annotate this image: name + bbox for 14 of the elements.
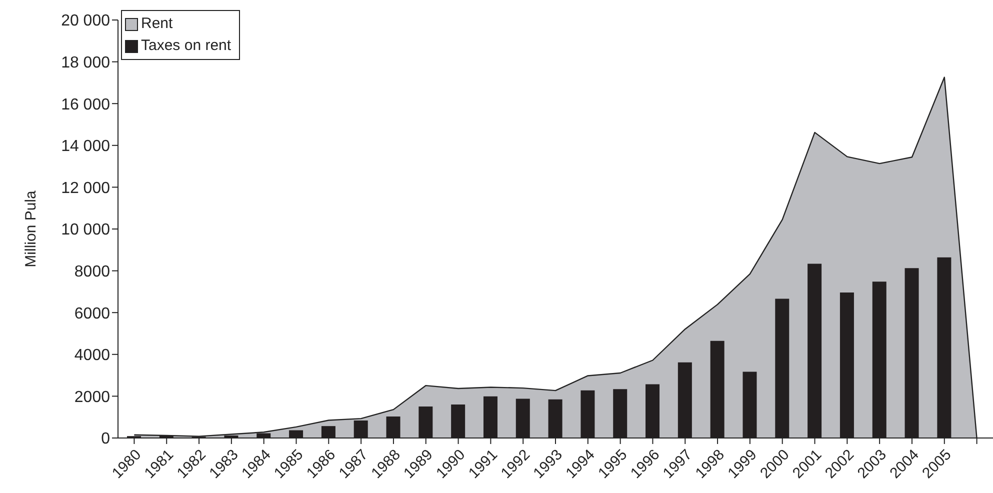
legend-label: Taxes on rent: [141, 36, 232, 56]
legend-label: Rent: [141, 14, 173, 34]
y-tick-label: 16 000: [61, 96, 110, 114]
y-tick-label: 4000: [74, 347, 110, 364]
y-tick-label: 2000: [74, 388, 110, 406]
y-tick-label: 8000: [74, 263, 110, 280]
y-axis-title: Million Pula: [22, 190, 40, 268]
y-tick-label: 6000: [74, 305, 110, 322]
y-tick-label: 10 000: [61, 222, 110, 239]
y-tick-label: 0: [101, 430, 110, 448]
y-tick-label: 18 000: [61, 54, 110, 72]
y-tick-label: 14 000: [61, 138, 110, 156]
y-tick-label: 12 000: [61, 180, 110, 197]
y-tick-label: 20 000: [61, 12, 110, 30]
